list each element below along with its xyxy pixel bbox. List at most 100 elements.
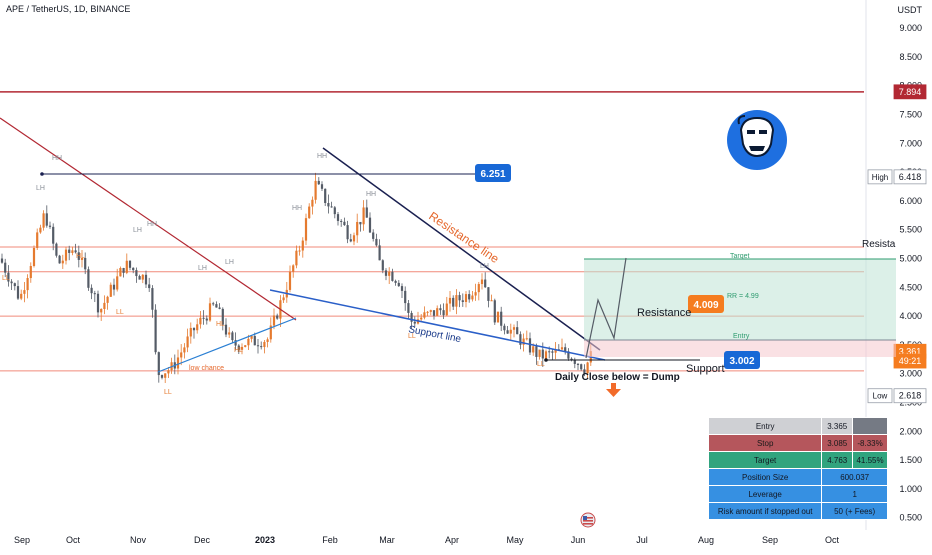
candle-body xyxy=(554,349,557,353)
candle-body xyxy=(400,286,404,291)
swing-label: LH xyxy=(36,185,45,192)
candle-body xyxy=(452,297,455,307)
candle-body xyxy=(567,351,570,359)
swing-label: LL xyxy=(164,389,172,396)
table-row: Entry 3.365 xyxy=(707,417,888,435)
candle-body xyxy=(96,293,100,313)
candle-body xyxy=(260,346,263,348)
candle-body xyxy=(39,227,42,233)
y-tick-label: 5.000 xyxy=(899,254,922,264)
candle-body xyxy=(519,334,522,345)
badge-label: Low xyxy=(873,392,888,401)
svg-text:6.251: 6.251 xyxy=(480,169,505,180)
candle-body xyxy=(432,310,436,316)
x-tick-label: Oct xyxy=(825,535,840,545)
candle-body xyxy=(397,282,400,287)
target-zone xyxy=(584,259,896,340)
x-tick-label: May xyxy=(506,535,524,545)
candle-body xyxy=(394,280,397,283)
badge-value: 49:21 xyxy=(899,356,922,366)
table-row: Position Size 600.037 xyxy=(707,468,888,486)
level-box-3002[interactable]: 3.002 xyxy=(724,351,760,369)
candle-body xyxy=(439,308,442,311)
candle-body xyxy=(234,340,237,346)
candle-body xyxy=(68,249,71,253)
candle-body xyxy=(202,317,205,319)
y-tick-label: 9.000 xyxy=(899,23,922,33)
row-value: 3.085 xyxy=(821,434,854,452)
candle-body xyxy=(477,284,480,293)
y-tick-label: 5.500 xyxy=(899,225,922,235)
resistance-label: Resistance xyxy=(637,307,691,319)
table-row: Stop 3.085 -8.33% xyxy=(707,434,888,452)
candle-body xyxy=(256,345,260,347)
candle-body xyxy=(388,271,391,276)
price-badge: Low 2.618 xyxy=(867,388,927,404)
candle-body xyxy=(16,286,20,299)
candle-body xyxy=(240,346,244,350)
swing-label: HH xyxy=(52,155,62,162)
candle-body xyxy=(525,338,528,340)
y-tick-label: 3.000 xyxy=(899,369,922,379)
x-tick-label: Apr xyxy=(445,535,459,545)
y-tick-label: 4.500 xyxy=(899,282,922,292)
candle-body xyxy=(269,325,272,340)
candle-body xyxy=(493,300,496,323)
candle-body xyxy=(436,308,439,316)
row-value: 4.763 xyxy=(821,451,854,469)
candle-body xyxy=(317,180,320,185)
svg-text:4.009: 4.009 xyxy=(693,300,718,311)
support-label: Support xyxy=(686,363,725,375)
row-extra xyxy=(852,417,888,435)
candle-body xyxy=(144,274,148,285)
candle-body xyxy=(583,369,586,374)
x-tick-label: Mar xyxy=(379,535,395,545)
candle-body xyxy=(128,260,132,268)
x-tick-label: 2023 xyxy=(255,535,275,545)
candle-body xyxy=(20,293,23,299)
candle-body xyxy=(266,339,269,342)
level-box-6251[interactable]: 6.251 xyxy=(475,164,511,182)
candle-body xyxy=(448,297,452,304)
currency-label: USDT xyxy=(897,5,923,15)
candle-body xyxy=(413,321,416,324)
candle-body xyxy=(61,260,64,264)
candle-body xyxy=(368,217,372,233)
swing-label: LL xyxy=(116,309,124,316)
candle-body xyxy=(480,279,484,285)
candle-body xyxy=(314,180,317,200)
candle-body xyxy=(362,207,365,225)
candle-body xyxy=(564,347,567,352)
resistance-edge-label: Resista xyxy=(862,239,896,250)
candle-body xyxy=(93,293,96,295)
candle-body xyxy=(237,345,240,350)
candle-body xyxy=(471,295,474,300)
candle-body xyxy=(292,265,295,272)
row-label: Stop xyxy=(707,434,823,452)
candle-body xyxy=(356,221,359,236)
candle-body xyxy=(138,276,141,280)
candle-body xyxy=(119,267,122,277)
candle-body xyxy=(55,243,58,256)
candle-body xyxy=(112,284,116,290)
price-badge: High 6.418 xyxy=(867,169,927,185)
badge-value: 3.361 xyxy=(899,346,922,356)
resistance-trendline xyxy=(322,147,601,351)
stop-zone xyxy=(584,340,896,357)
candle-body xyxy=(167,370,170,374)
candle-body xyxy=(496,311,500,323)
candle-body xyxy=(253,336,256,346)
candle-body xyxy=(26,278,29,291)
x-tick-label: Jun xyxy=(571,535,586,545)
candle-body xyxy=(154,309,157,353)
y-tick-label: 7.500 xyxy=(899,110,922,120)
price-badge: 7.894 xyxy=(893,84,927,100)
level-box-4009[interactable]: 4.009 xyxy=(688,295,724,313)
candle-body xyxy=(228,332,231,335)
candle-body xyxy=(272,315,276,326)
flag-icon[interactable] xyxy=(580,512,596,528)
candle-body xyxy=(141,274,144,280)
swing-label: LH xyxy=(198,265,207,272)
